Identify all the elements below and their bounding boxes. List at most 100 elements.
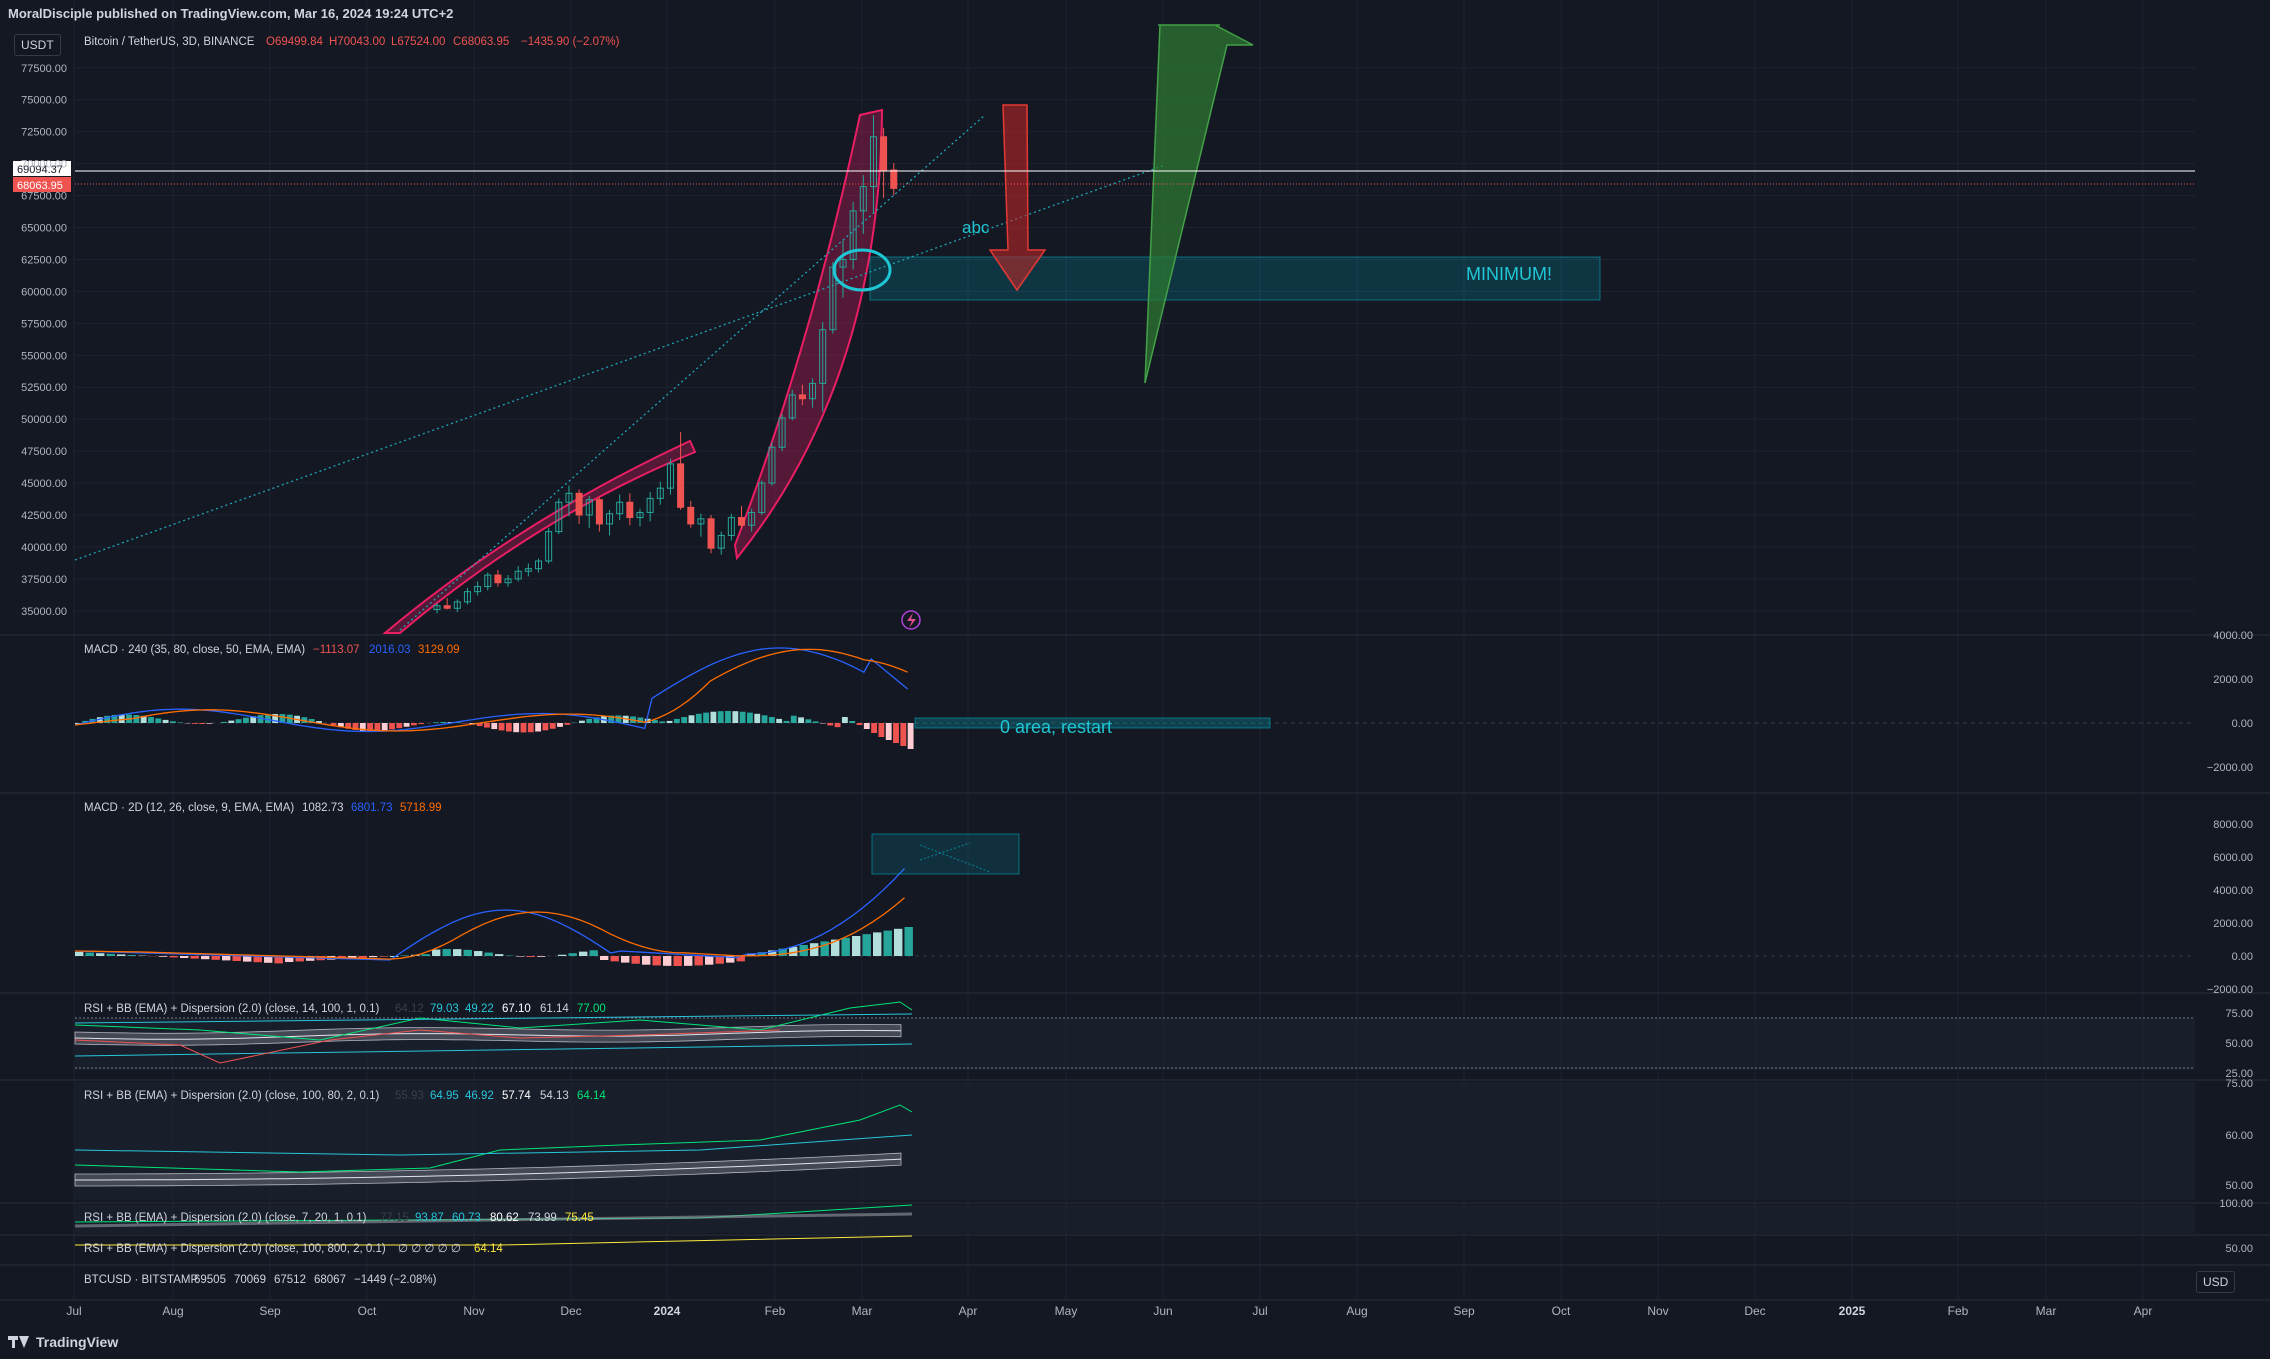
svg-text:RSI + BB (EMA) + Dispersion (2: RSI + BB (EMA) + Dispersion (2.0) (close… [84, 1003, 379, 1015]
macd240-hist-bar [798, 717, 804, 723]
macd240-pane[interactable] [74, 647, 2195, 749]
macd240-hist-bar [279, 714, 286, 723]
macd240-hist-bar [615, 715, 622, 723]
price-tick-label: 77500.00 [21, 63, 67, 75]
price-tick-label: 72500.00 [21, 127, 67, 139]
price-tick-label: 47500.00 [21, 446, 67, 458]
macd240-hist-bar [871, 723, 878, 733]
macd240-hist-bar [352, 723, 359, 730]
macd240-hist-bar [805, 719, 812, 723]
macd240-hist-bar [111, 714, 118, 723]
macd240-hist-bar [849, 721, 856, 723]
macd2d-hist-bar [631, 956, 640, 964]
macd240-hist-bar [330, 723, 337, 726]
candle-body [758, 482, 766, 513]
macd240-hist-bar [739, 711, 746, 723]
brand-footer[interactable]: TradingView [8, 1334, 118, 1350]
macd2d-hist-bar [652, 956, 661, 966]
trendline-long[interactable] [74, 164, 1166, 561]
macd240-tick-label: 4000.00 [2213, 630, 2253, 642]
price-tick-label: 55000.00 [21, 350, 67, 362]
trendline-steep[interactable] [399, 114, 986, 631]
time-tick-label: Jul [66, 1304, 81, 1318]
price-axis[interactable]: 77500.00 75000.00 72500.00 70000.00 67500.00… [21, 63, 2253, 1255]
macd2d-hist-bar [883, 930, 892, 956]
candle-body [697, 518, 705, 525]
candle-body [880, 136, 888, 171]
rsi2-bg [75, 1082, 2195, 1200]
svg-text:77.00: 77.00 [577, 1003, 606, 1015]
macd240-hist-bar [484, 723, 490, 728]
macd2d-hist-bar [117, 954, 126, 956]
candle-body [768, 446, 776, 484]
macd240-hist-bar [374, 723, 381, 731]
macd2d-hist-bar [348, 956, 357, 959]
macd2d-hist-bar [757, 952, 766, 956]
macd2d-hist-bar [106, 953, 115, 956]
candle-body [565, 492, 573, 503]
pink-arc-1[interactable] [382, 439, 697, 634]
rsi4-line [75, 1235, 913, 1246]
macd2d-hist-bar [495, 954, 504, 956]
macd2d-hist-bar [610, 956, 619, 962]
rsi-panes[interactable] [74, 1001, 2195, 1246]
crosshair-price-text: 69094.37 [17, 164, 63, 176]
macd2d-hist-bar [285, 956, 294, 962]
macd2d-box[interactable] [871, 833, 1020, 875]
macd2d-hist-bar [810, 943, 819, 956]
currency-button[interactable]: USDT [14, 34, 61, 56]
candle-body [494, 574, 502, 584]
macd2d-hist-bar [463, 949, 472, 956]
macd2d-hist-bar [568, 953, 577, 956]
ellipse-marker[interactable] [832, 248, 892, 292]
price-tick-label: 57500.00 [21, 318, 67, 330]
zero-area-zone[interactable] [914, 717, 1271, 729]
macd240-hist-bar [761, 715, 768, 723]
macd240-hist-bar [337, 723, 344, 728]
macd2d-hist-bar [295, 956, 304, 962]
time-tick-label: 2024 [654, 1304, 681, 1318]
minimum-zone[interactable] [869, 256, 1601, 301]
abc-label: abc [962, 218, 990, 237]
macd2d-hist-bar [274, 956, 283, 964]
time-tick-label: Apr [959, 1304, 978, 1318]
macd2d-hist-bar [873, 932, 882, 956]
price-tick-label: 37500.00 [21, 574, 67, 586]
macd2d-hist-bar [768, 950, 777, 956]
time-tick-label: 2025 [1839, 1304, 1866, 1318]
time-axis[interactable]: Jul Aug Sep Oct Nov Dec 2024 Feb Mar Apr May Jun Jul… [66, 1304, 2152, 1318]
macd240-hist-bar [476, 723, 483, 727]
rsi1-tick-label: 25.00 [2225, 1068, 2253, 1080]
pink-arc-2[interactable] [733, 108, 884, 561]
macd240-hist-bar [586, 718, 593, 723]
rsi4-legend: RSI + BB (EMA) + Dispersion (2.0) (close… [84, 1243, 503, 1255]
macd240-hist-bar [206, 723, 213, 724]
green-up-arrow[interactable] [1144, 24, 1254, 384]
svg-text:69505: 69505 [194, 1274, 226, 1286]
svg-text:73.99: 73.99 [528, 1212, 557, 1224]
candle-body [748, 511, 756, 526]
macd2d-pane[interactable] [74, 868, 2195, 967]
macd240-hist-bar [345, 723, 352, 729]
rsi2-tick-label: 75.00 [2225, 1078, 2253, 1090]
currency-button-bottom[interactable]: USD [2196, 1271, 2236, 1293]
candle-body [463, 591, 471, 603]
last-price-text: 68063.95 [17, 180, 63, 192]
macd240-hist-bar [535, 723, 542, 732]
svg-text:57.74: 57.74 [502, 1090, 531, 1102]
macd2d-hist-bar [579, 951, 588, 956]
svg-text:55.93: 55.93 [395, 1090, 424, 1102]
candle-body [809, 382, 817, 400]
macd2d-hist-bar [526, 956, 535, 957]
macd2d-hist-bar [232, 956, 241, 961]
lightning-icon[interactable] [901, 610, 921, 630]
macd240-hist-bar [549, 723, 556, 729]
price-tick-label: 75000.00 [21, 95, 67, 107]
rsi1-lower [74, 1043, 913, 1057]
red-down-arrow[interactable] [988, 104, 1047, 292]
candle-body [798, 394, 806, 400]
svg-text:93.87: 93.87 [415, 1212, 444, 1224]
macd2d-hist-bar [862, 934, 871, 956]
svg-text:H70043.00: H70043.00 [329, 36, 385, 48]
